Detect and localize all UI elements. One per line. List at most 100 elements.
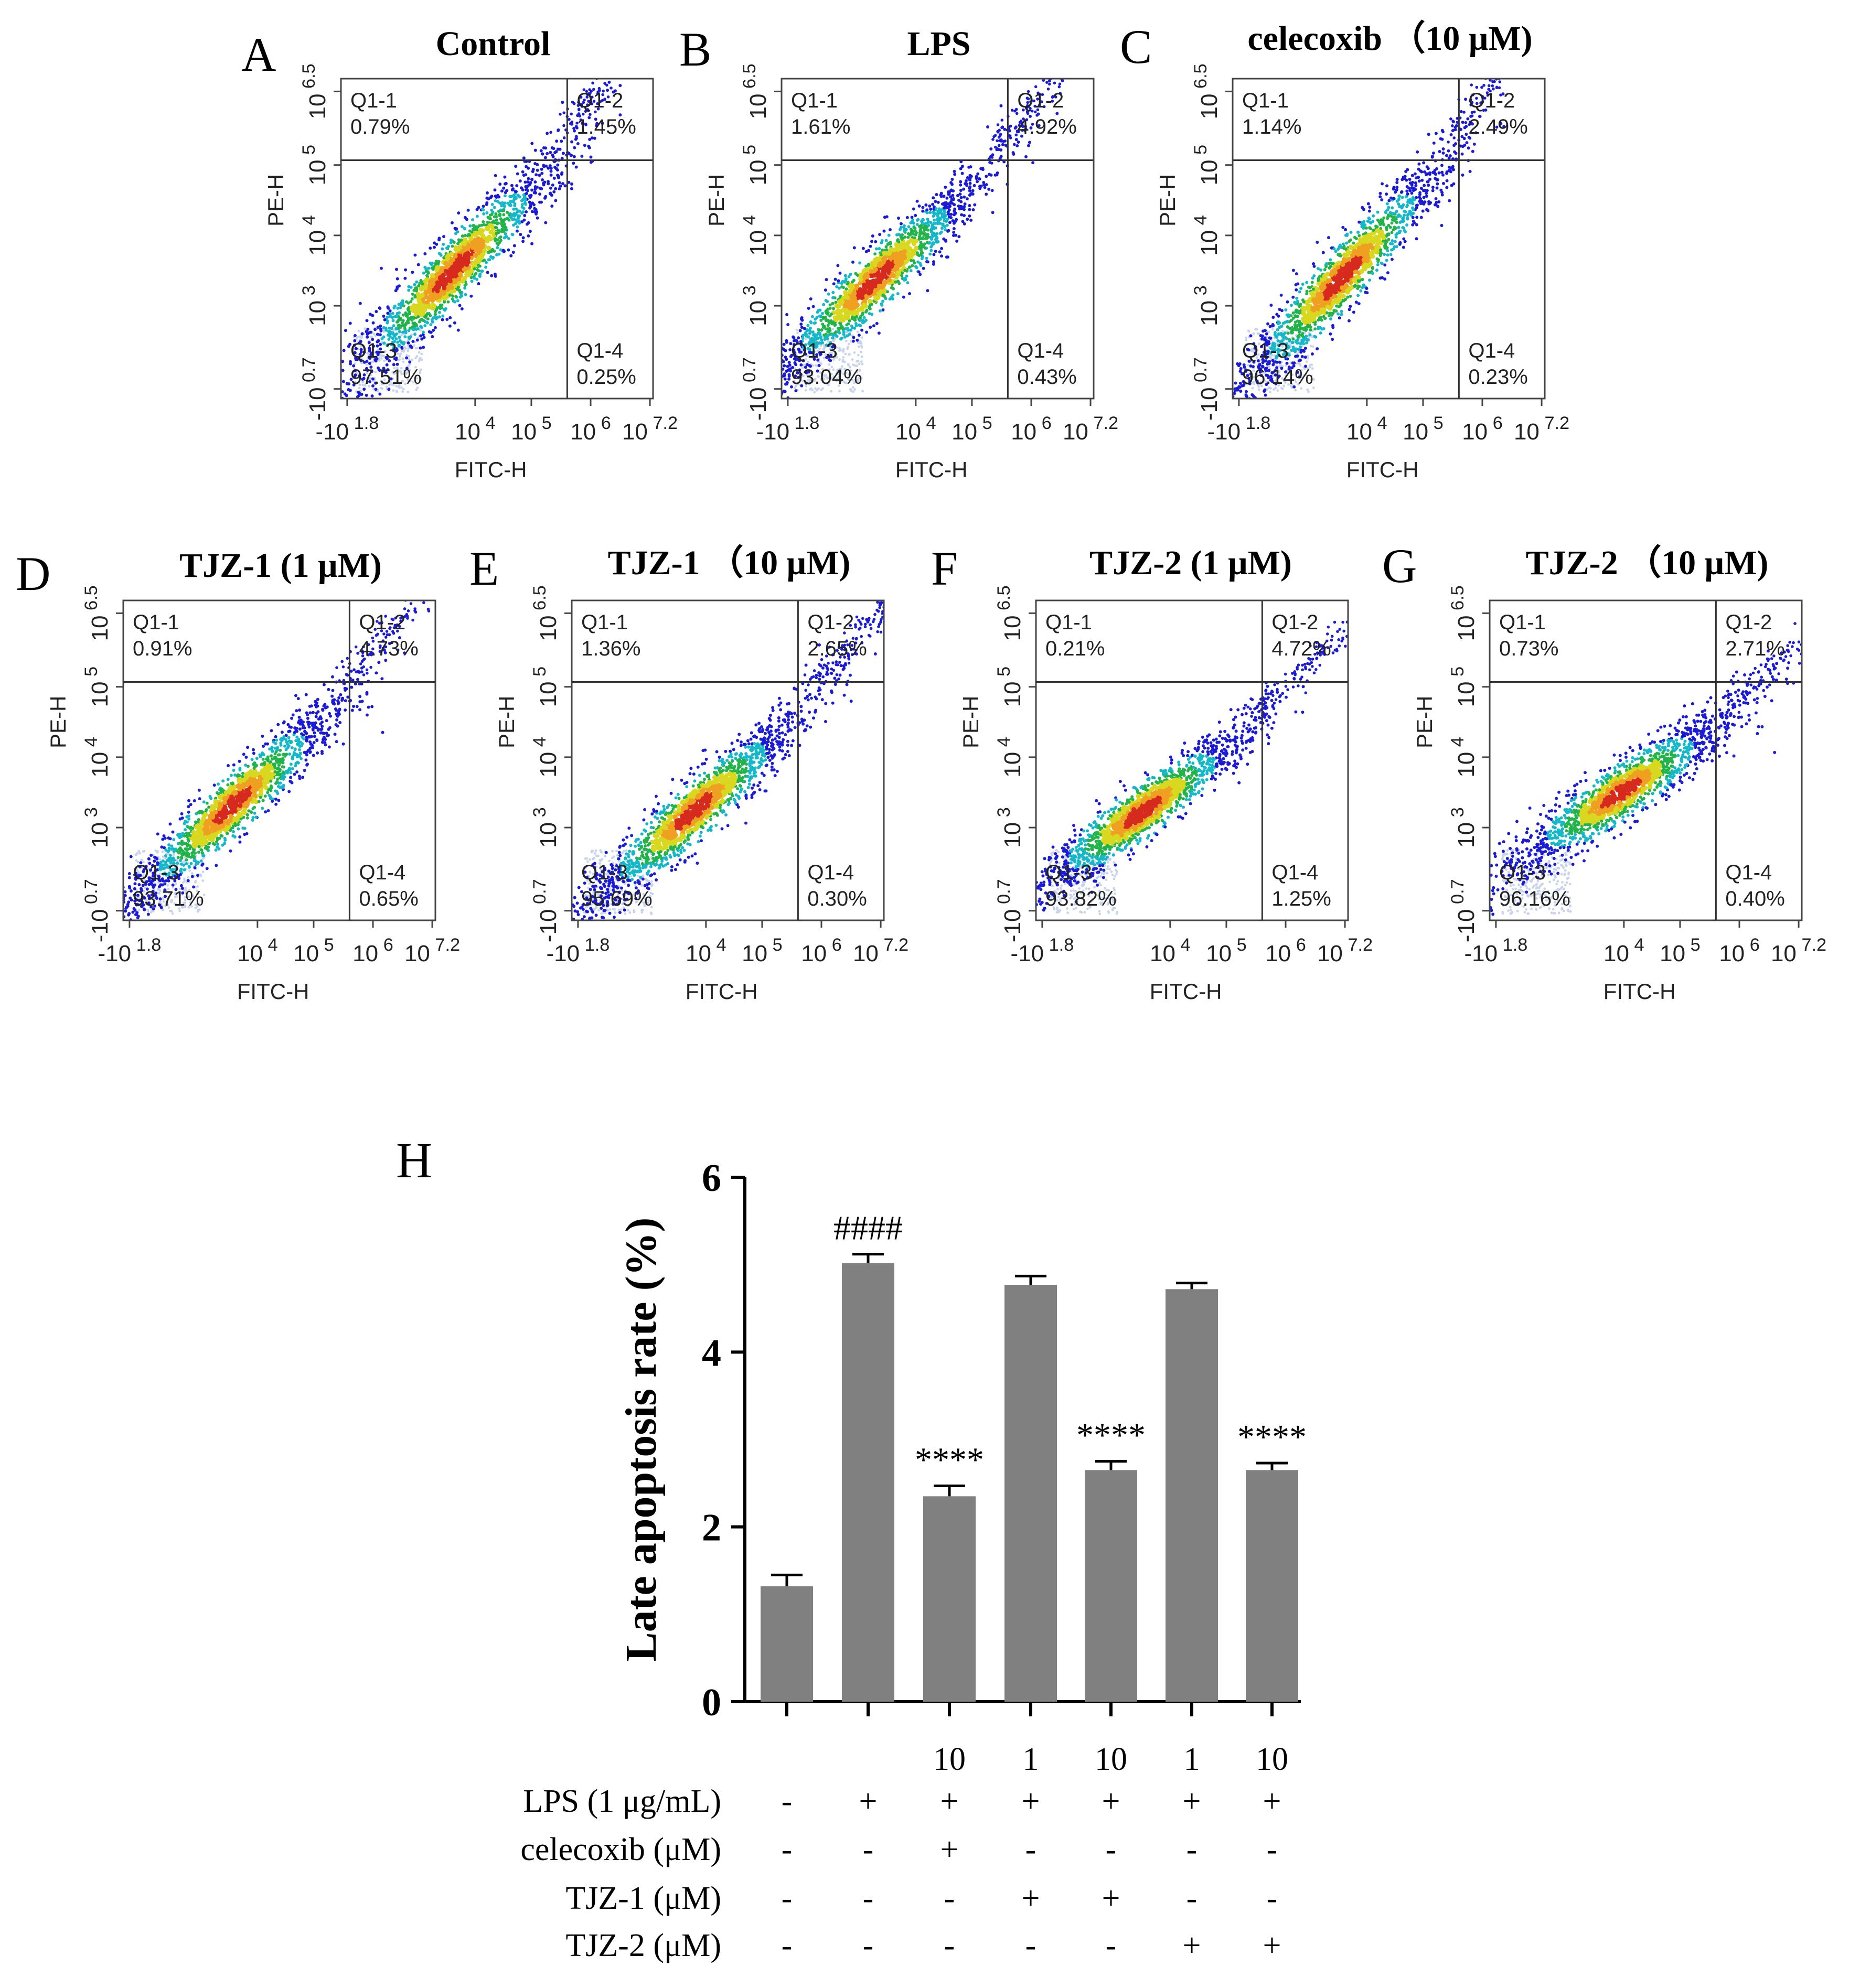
event-dot bbox=[861, 303, 867, 308]
event-dot bbox=[1244, 390, 1248, 393]
event-dot bbox=[1356, 294, 1360, 297]
event-dot bbox=[1390, 257, 1394, 261]
event-dot bbox=[420, 337, 424, 341]
event-dot bbox=[368, 362, 371, 366]
event-dot bbox=[990, 156, 994, 159]
event-dot bbox=[606, 89, 610, 92]
event-dot bbox=[989, 173, 993, 177]
event-dot bbox=[390, 327, 393, 330]
event-dot bbox=[868, 298, 873, 304]
event-dot bbox=[482, 248, 487, 253]
event-dot bbox=[380, 337, 384, 340]
event-dot bbox=[403, 369, 406, 372]
event-dot bbox=[363, 347, 366, 350]
event-dot bbox=[794, 389, 798, 393]
event-dot bbox=[1068, 51, 1071, 55]
event-dot bbox=[653, 15, 656, 18]
event-dot bbox=[567, 152, 571, 155]
event-dot bbox=[559, 113, 562, 116]
event-dot bbox=[799, 317, 803, 321]
event-dot bbox=[918, 273, 922, 276]
event-dot bbox=[377, 366, 380, 370]
event-dot bbox=[713, 401, 717, 404]
event-dot bbox=[817, 375, 819, 378]
event-dot bbox=[661, 15, 665, 18]
event-dot bbox=[1257, 353, 1260, 356]
event-dot bbox=[849, 369, 852, 372]
event-dot bbox=[1071, 47, 1074, 50]
event-dot bbox=[815, 364, 818, 367]
event-dot bbox=[393, 346, 397, 349]
event-dot bbox=[808, 351, 812, 354]
event-dot bbox=[960, 213, 964, 217]
event-dot bbox=[838, 358, 841, 361]
event-dot bbox=[939, 191, 943, 195]
event-dot bbox=[424, 304, 430, 309]
event-dot bbox=[820, 328, 824, 332]
event-dot bbox=[383, 374, 387, 377]
event-dot bbox=[910, 216, 914, 219]
event-dot bbox=[902, 295, 905, 299]
event-dot bbox=[833, 323, 837, 327]
quadrant-name: Q1-2 bbox=[576, 89, 623, 112]
event-dot bbox=[1225, 394, 1228, 397]
event-dot bbox=[442, 285, 447, 291]
event-dot bbox=[583, 98, 586, 102]
event-dot bbox=[891, 253, 896, 259]
event-dot bbox=[1051, 95, 1054, 99]
event-dot bbox=[989, 147, 993, 151]
event-dot bbox=[997, 135, 1001, 139]
event-dot bbox=[408, 354, 411, 358]
event-dot bbox=[858, 381, 861, 384]
event-dot bbox=[521, 188, 525, 192]
event-dot bbox=[380, 351, 383, 354]
event-dot bbox=[429, 246, 432, 250]
event-dot bbox=[968, 204, 971, 208]
event-dot bbox=[418, 359, 421, 362]
event-dot bbox=[1304, 364, 1308, 368]
event-dot bbox=[1344, 228, 1348, 231]
event-dot bbox=[643, 41, 646, 44]
event-dot bbox=[368, 357, 372, 360]
event-dot bbox=[465, 252, 471, 257]
event-dot bbox=[379, 266, 383, 270]
event-dot bbox=[636, 38, 639, 41]
event-dot bbox=[858, 277, 863, 282]
event-dot bbox=[853, 304, 858, 309]
event-dot bbox=[494, 225, 497, 229]
event-dot bbox=[963, 202, 967, 206]
event-dot bbox=[794, 384, 797, 388]
event-dot bbox=[557, 175, 560, 178]
event-dot bbox=[493, 215, 496, 219]
event-dot bbox=[360, 335, 364, 338]
event-dot bbox=[503, 201, 507, 205]
event-dot bbox=[697, 428, 700, 431]
event-dot bbox=[406, 377, 409, 379]
event-dot bbox=[828, 368, 831, 371]
event-dot bbox=[352, 383, 356, 387]
event-dot bbox=[929, 207, 933, 211]
event-dot bbox=[1083, 45, 1086, 48]
event-dot bbox=[907, 265, 911, 269]
event-dot bbox=[362, 388, 366, 391]
event-dot bbox=[502, 186, 506, 190]
event-dot bbox=[1435, 186, 1439, 190]
event-dot bbox=[493, 250, 496, 253]
event-dot bbox=[393, 372, 396, 375]
event-dot bbox=[821, 311, 825, 315]
event-dot bbox=[985, 175, 988, 178]
event-dot bbox=[445, 286, 451, 292]
event-dot bbox=[861, 246, 865, 250]
event-dot bbox=[515, 220, 519, 223]
event-dot bbox=[487, 258, 490, 262]
event-dot bbox=[358, 383, 361, 386]
event-dot bbox=[921, 255, 924, 259]
event-dot bbox=[472, 224, 475, 228]
event-dot bbox=[1064, 55, 1067, 58]
event-dot bbox=[407, 288, 411, 292]
event-dot bbox=[1029, 126, 1033, 130]
event-dot bbox=[456, 276, 462, 282]
event-dot bbox=[950, 177, 954, 181]
event-dot bbox=[1088, 40, 1092, 43]
event-dot bbox=[445, 246, 448, 250]
